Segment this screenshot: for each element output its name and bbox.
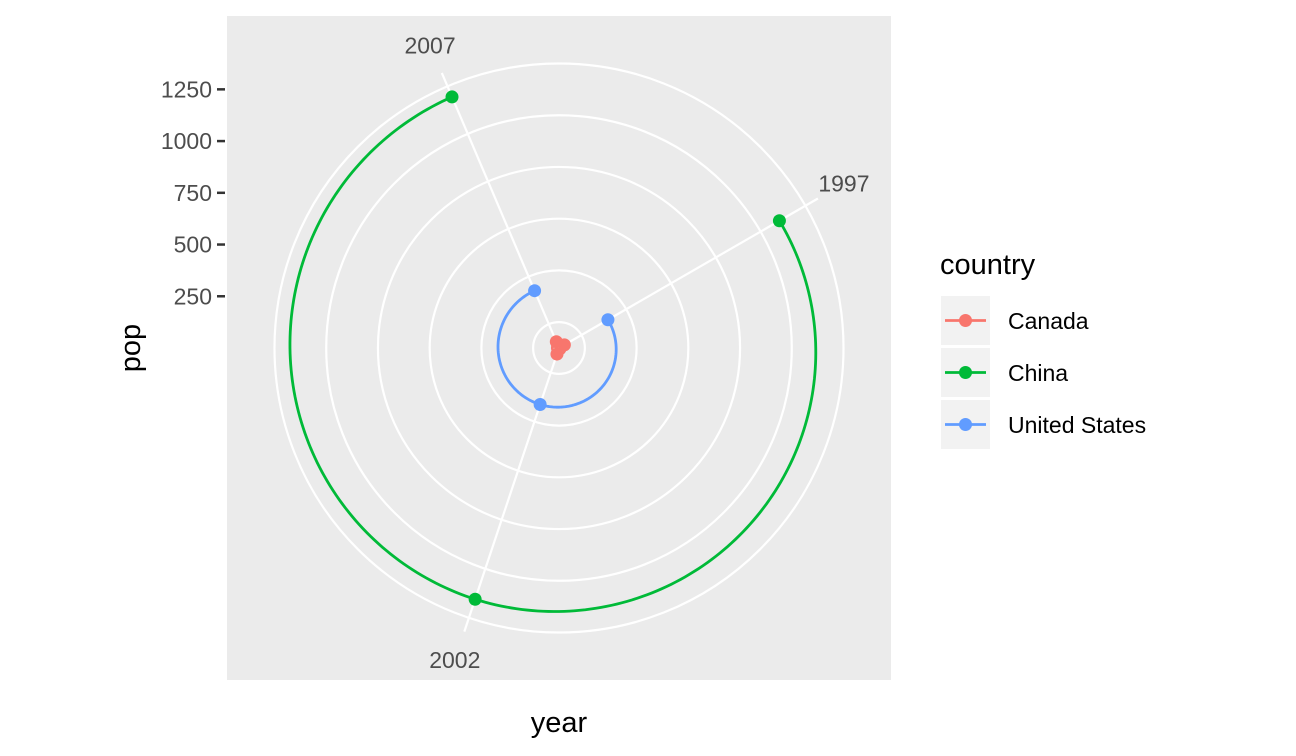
data-point <box>533 398 547 412</box>
x-tick-label: 2002 <box>429 647 480 673</box>
radial-gridline <box>428 217 690 479</box>
y-tick-label: 250 <box>174 283 212 309</box>
x-axis-title: year <box>531 707 588 739</box>
legend-item: United States <box>941 400 1146 449</box>
radial-gridlines <box>273 62 845 634</box>
radial-gridline <box>325 114 793 582</box>
series-united-states <box>496 284 618 412</box>
data-point <box>772 214 786 228</box>
legend-key-point <box>959 314 972 327</box>
legend-label: United States <box>1008 412 1146 438</box>
y-tick-label: 750 <box>174 180 212 206</box>
legend-label: Canada <box>1008 308 1089 334</box>
legend-item: China <box>941 348 1068 397</box>
radial-gridline <box>532 321 586 375</box>
legend-key-point <box>959 366 972 379</box>
radial-gridline <box>273 62 845 634</box>
data-point <box>549 335 563 349</box>
legend-key-point <box>959 418 972 431</box>
x-tick-label: 2007 <box>404 32 455 58</box>
legend-item: Canada <box>941 296 1089 345</box>
y-tick-label: 500 <box>174 232 212 258</box>
angular-gridline <box>440 72 561 349</box>
radial-gridline <box>376 165 742 531</box>
legend: country Canada China United States <box>940 249 1146 449</box>
legend-title: country <box>940 249 1036 281</box>
series-layer <box>288 90 818 613</box>
y-tick-label: 1000 <box>161 128 212 154</box>
x-axis-labels: 1997 2002 2007 <box>404 32 869 673</box>
data-point <box>550 347 564 361</box>
series-canada <box>549 335 571 361</box>
legend-label: China <box>1008 360 1068 386</box>
data-point <box>528 284 542 298</box>
data-point <box>468 592 482 606</box>
angular-gridline <box>463 347 561 632</box>
y-axis: 250 500 750 1000 1250 <box>161 76 225 309</box>
series-china <box>288 90 818 613</box>
legend-keys: Canada China United States <box>941 296 1146 449</box>
data-point <box>601 313 615 327</box>
x-tick-label: 1997 <box>818 171 869 197</box>
radial-gridline <box>480 269 638 427</box>
y-axis-title: pop <box>115 324 147 372</box>
data-point <box>445 90 459 104</box>
y-tick-label: 1250 <box>161 76 212 102</box>
